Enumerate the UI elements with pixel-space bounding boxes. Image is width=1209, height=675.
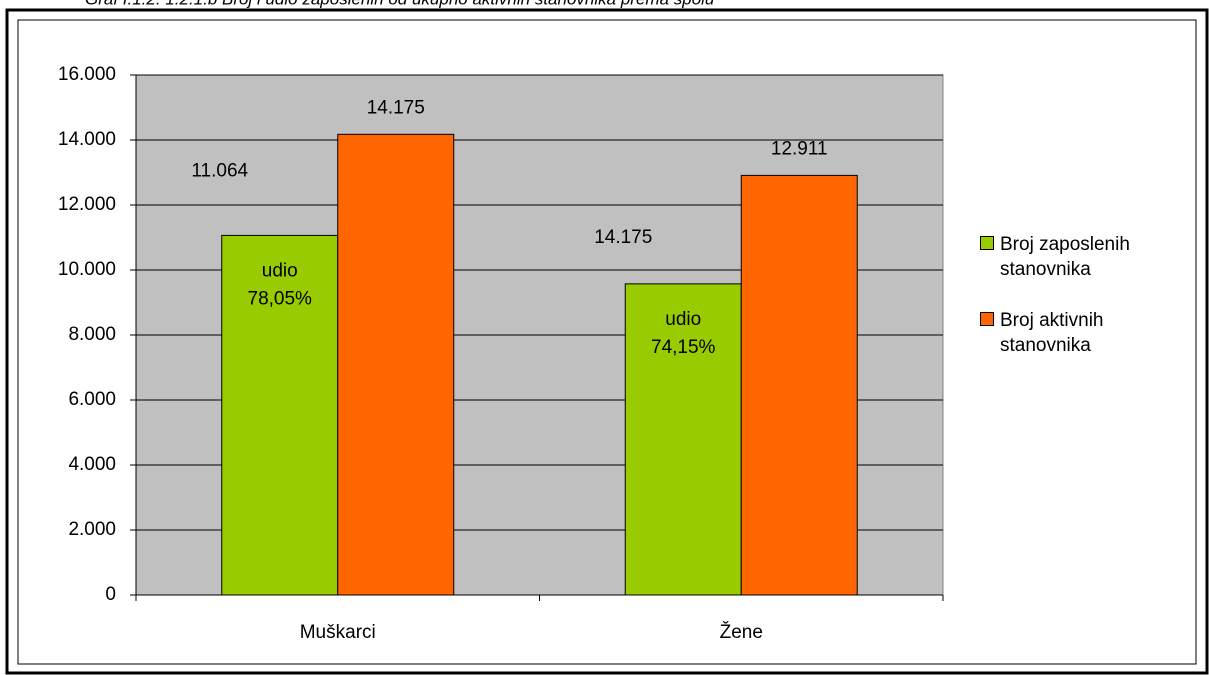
bar — [221, 234, 339, 596]
inner-label: 78,05% — [248, 288, 313, 309]
data-label: 12.911 — [771, 138, 828, 159]
y-tick-label: 6.000 — [68, 389, 116, 410]
bar — [740, 174, 858, 596]
inner-label: 74,15% — [651, 337, 716, 358]
chart-title: Graf I.1.2. 1.2.1.b Broj i udio zaposlen… — [85, 0, 715, 8]
bar — [624, 283, 742, 596]
legend: Broj zaposlenih stanovnika Broj aktivnih … — [980, 232, 1185, 384]
y-tick-label: 10.000 — [58, 259, 116, 280]
y-tick-label: 4.000 — [68, 454, 116, 475]
y-tick-label: 14.000 — [58, 129, 116, 150]
data-label: 11.064 — [191, 160, 248, 181]
bar — [337, 133, 455, 596]
inner-label: udio — [665, 309, 701, 330]
legend-item: Broj aktivnih stanovnika — [980, 308, 1185, 358]
legend-swatch — [980, 312, 994, 326]
y-tick-label: 0 — [105, 584, 116, 605]
legend-swatch — [980, 236, 994, 250]
chart-frame — [17, 19, 1197, 665]
outer-frame — [5, 8, 1209, 675]
y-tick-label: 12.000 — [58, 194, 116, 215]
y-tick-label: 8.000 — [68, 324, 116, 345]
x-tick-label: Muškarci — [300, 622, 376, 643]
legend-label: Broj zaposlenih stanovnika — [1000, 234, 1130, 280]
data-label: 14.175 — [367, 97, 425, 118]
legend-item: Broj zaposlenih stanovnika — [980, 232, 1185, 282]
y-tick-label: 2.000 — [68, 519, 116, 540]
inner-label: udio — [262, 260, 298, 281]
y-tick-label: 16.000 — [58, 64, 116, 85]
legend-label: Broj aktivnih stanovnika — [1000, 310, 1104, 356]
x-tick-label: Žene — [720, 621, 763, 643]
annotation: 14.175 — [594, 227, 652, 248]
